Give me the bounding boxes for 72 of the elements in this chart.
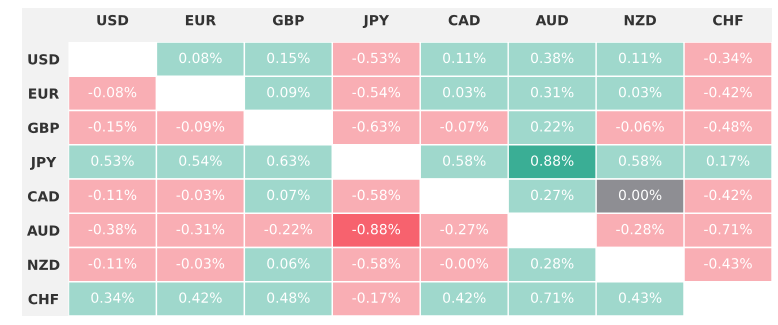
- x-tick-label: USD: [97, 14, 128, 26]
- data-label: -0.63%: [352, 121, 400, 132]
- data-label: 0.03%: [443, 86, 486, 98]
- y-tick-label: CAD: [28, 191, 60, 202]
- data-label: -0.00%: [440, 258, 488, 269]
- data-label: 0.48%: [267, 292, 310, 303]
- y-tick-label: EUR: [29, 88, 59, 99]
- data-label: 0.17%: [706, 155, 750, 166]
- y-tick-label: AUD: [27, 226, 60, 236]
- data-label: -0.11%: [88, 190, 136, 200]
- data-label: 0.03%: [618, 86, 662, 98]
- data-label: -0.54%: [352, 86, 400, 98]
- data-label: 0.38%: [531, 52, 574, 64]
- y-tick-label: USD: [28, 54, 60, 65]
- data-label: 0.00%: [618, 190, 662, 200]
- data-label: 0.06%: [267, 258, 310, 269]
- data-label: -0.43%: [704, 258, 752, 269]
- data-label: -0.27%: [440, 224, 488, 234]
- y-tick-label: CHF: [28, 294, 58, 304]
- y-tick-label: GBP: [28, 122, 60, 134]
- data-label: -0.42%: [704, 190, 752, 200]
- x-tick-label: CHF: [713, 14, 743, 26]
- data-label: 0.58%: [443, 155, 486, 166]
- data-label: 0.53%: [91, 155, 134, 166]
- data-label: -0.28%: [616, 224, 664, 234]
- data-label: -0.17%: [352, 292, 400, 303]
- data-label: -0.15%: [88, 121, 136, 132]
- data-label: 0.27%: [531, 190, 574, 200]
- data-label: 0.08%: [179, 52, 222, 64]
- data-label: -0.07%: [440, 121, 488, 132]
- data-label: 0.42%: [443, 292, 486, 303]
- data-label: -0.09%: [176, 121, 224, 132]
- data-label: 0.58%: [618, 155, 662, 166]
- data-label: 0.63%: [267, 155, 310, 166]
- x-tick-label: JPY: [362, 15, 390, 28]
- x-tick-label: GBP: [272, 14, 304, 26]
- data-label: 0.07%: [267, 190, 310, 200]
- y-tick-label: JPY: [30, 157, 56, 170]
- data-label: 0.22%: [531, 121, 574, 132]
- data-label: -0.71%: [704, 224, 752, 234]
- data-label: 0.09%: [267, 86, 310, 98]
- x-tick-label: CAD: [448, 14, 480, 26]
- data-label: 0.34%: [91, 292, 134, 303]
- data-label: -0.03%: [176, 258, 224, 269]
- data-label: -0.31%: [176, 224, 224, 234]
- y-tick-label: NZD: [28, 260, 60, 270]
- data-label: 0.71%: [531, 292, 574, 303]
- data-label: -0.48%: [704, 121, 752, 132]
- data-label: 0.43%: [618, 292, 662, 303]
- data-label: -0.58%: [352, 190, 400, 200]
- data-label: 0.31%: [531, 86, 574, 98]
- data-label: -0.42%: [704, 86, 752, 98]
- data-label: -0.08%: [88, 86, 136, 98]
- data-label: 0.11%: [618, 52, 662, 64]
- data-label: 0.28%: [531, 258, 574, 269]
- data-label: -0.03%: [176, 190, 224, 200]
- data-label: 0.15%: [267, 52, 310, 64]
- data-label: 0.11%: [443, 52, 486, 64]
- data-label: -0.58%: [352, 258, 400, 269]
- data-label: -0.53%: [352, 52, 400, 64]
- data-label: -0.06%: [616, 121, 664, 132]
- x-tick-label: EUR: [186, 15, 216, 26]
- x-tick-label: NZD: [624, 15, 656, 26]
- data-label: 0.54%: [179, 155, 222, 166]
- data-label: -0.22%: [264, 224, 312, 234]
- data-label: -0.38%: [88, 224, 136, 234]
- x-tick-label: AUD: [536, 15, 568, 26]
- data-label: -0.11%: [88, 258, 136, 269]
- data-label: -0.88%: [352, 224, 400, 234]
- data-label: 0.88%: [531, 155, 574, 166]
- data-label: 0.42%: [179, 292, 222, 303]
- data-label: -0.34%: [704, 52, 752, 64]
